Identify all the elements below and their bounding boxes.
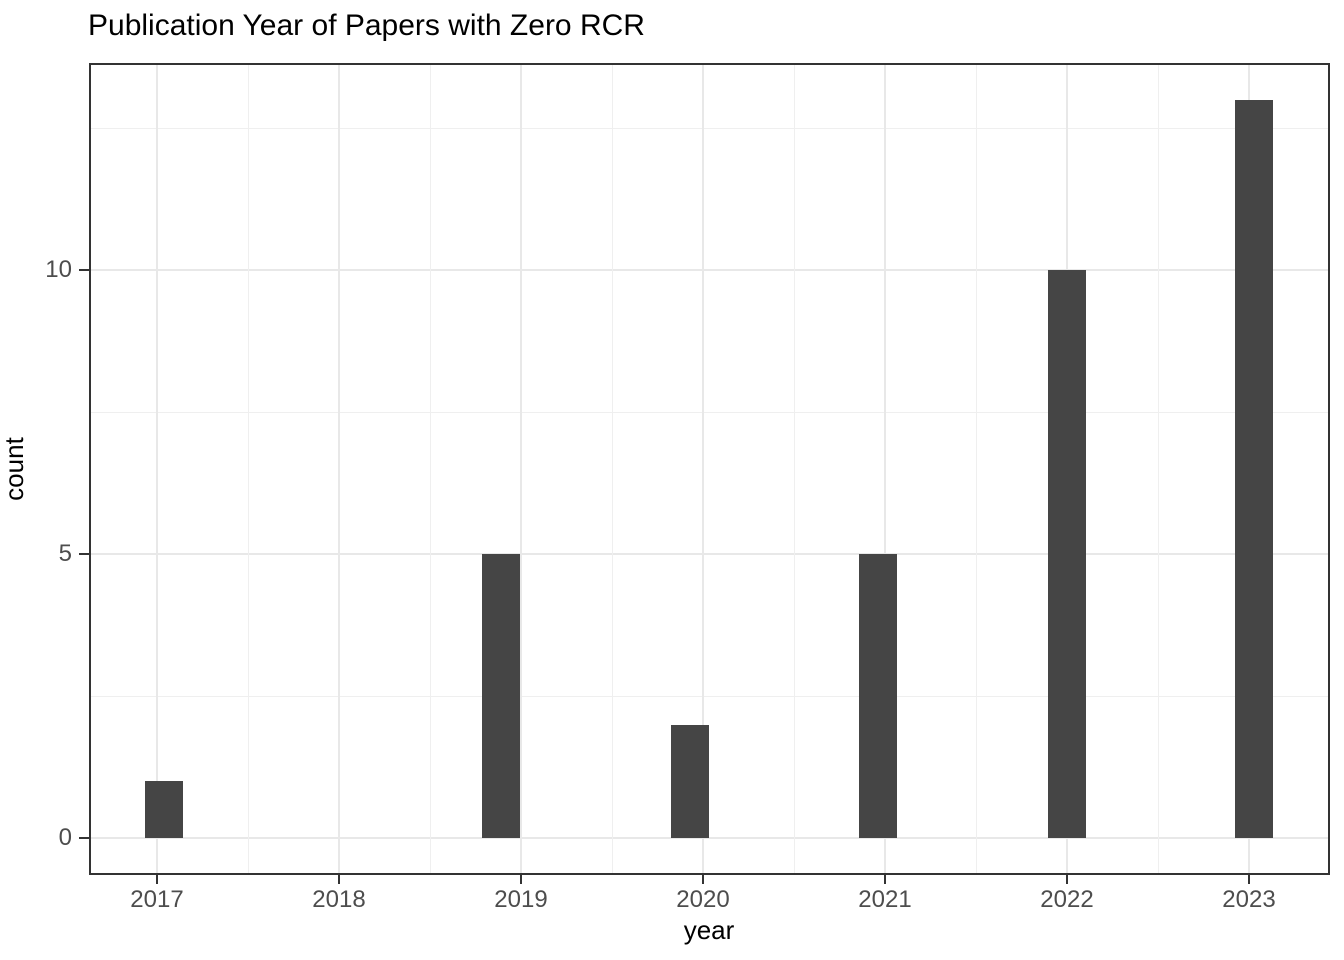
x-tick-mark (338, 875, 340, 884)
y-tick-mark (79, 553, 89, 556)
x-tick-mark (156, 875, 158, 884)
y-tick-label: 10 (45, 256, 72, 284)
gridline-minor-vertical (794, 63, 795, 875)
y-tick-mark (79, 269, 89, 272)
x-tick-label: 2017 (130, 886, 184, 913)
gridline-major-horizontal (89, 269, 1330, 272)
y-tick-label: 5 (58, 540, 72, 568)
x-tick-mark (702, 875, 704, 884)
x-tick-mark (884, 875, 886, 884)
gridline-minor-vertical (976, 63, 977, 875)
bar-2023 (1235, 99, 1273, 839)
bar-2021 (859, 554, 897, 839)
bar-2019 (482, 554, 520, 839)
x-tick-mark (1066, 875, 1068, 884)
gridline-minor-horizontal (89, 696, 1330, 698)
x-tick-label: 2020 (676, 886, 730, 913)
gridline-major-vertical (884, 63, 886, 875)
x-tick-mark (520, 875, 522, 884)
chart-title: Publication Year of Papers with Zero RCR (88, 9, 645, 42)
gridline-major-vertical (520, 63, 522, 875)
plot-panel (89, 63, 1330, 875)
bar-2017 (145, 781, 183, 839)
gridline-major-vertical (156, 63, 158, 875)
x-tick-mark (1248, 875, 1250, 884)
y-tick-mark (79, 837, 89, 840)
gridline-minor-vertical (248, 63, 249, 875)
x-tick-label: 2022 (1040, 886, 1094, 913)
x-tick-label: 2023 (1222, 886, 1276, 913)
bar-2020 (671, 724, 709, 839)
x-axis-title: year (683, 915, 735, 945)
panel-border (89, 63, 1330, 875)
y-tick-label: 0 (58, 824, 72, 852)
x-tick-label: 2021 (858, 886, 912, 913)
gridline-major-horizontal (89, 553, 1330, 556)
gridline-major-vertical (702, 63, 704, 875)
gridline-major-vertical (338, 63, 340, 875)
x-tick-label: 2019 (494, 886, 548, 913)
gridline-minor-vertical (1158, 63, 1159, 875)
gridline-major-horizontal (89, 837, 1330, 840)
bar-2022 (1048, 270, 1086, 839)
gridline-minor-vertical (430, 63, 431, 875)
x-tick-label: 2018 (312, 886, 366, 913)
gridline-minor-vertical (612, 63, 613, 875)
gridline-minor-horizontal (89, 128, 1330, 130)
gridline-minor-horizontal (89, 412, 1330, 414)
